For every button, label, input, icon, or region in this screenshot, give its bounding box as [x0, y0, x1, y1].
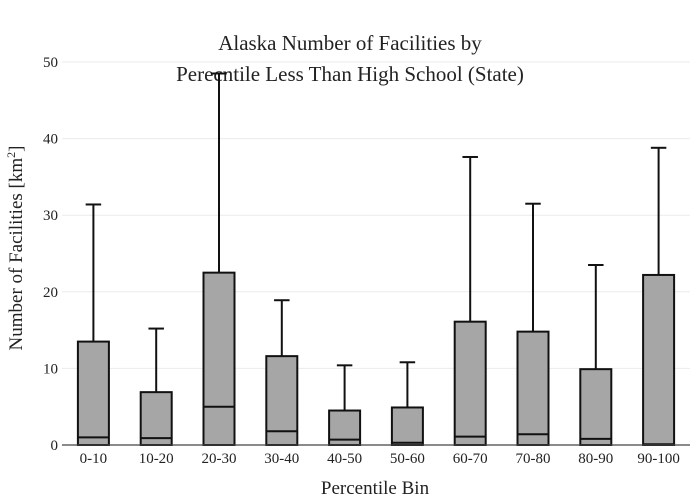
box-body: [516, 330, 550, 446]
y-axis-title-superscript: 2: [4, 152, 18, 158]
y-tick-label: 20: [43, 285, 58, 301]
box-body: [453, 320, 487, 447]
box-60-70: [453, 155, 487, 447]
y-tick-label: 50: [43, 55, 58, 71]
x-tick-label: 40-50: [327, 451, 362, 467]
box-80-90: [579, 263, 613, 446]
x-tick-label: 50-60: [390, 451, 425, 467]
y-axis-title-text: Number of Facilities [km: [6, 158, 27, 351]
boxes: [76, 72, 676, 447]
x-tick-label: 60-70: [453, 451, 488, 467]
box-body: [139, 391, 173, 446]
box-70-80: [516, 202, 550, 446]
box-50-60: [390, 361, 424, 447]
x-tick-label: 30-40: [264, 451, 299, 467]
box-body: [642, 273, 676, 446]
y-tick-label: 10: [43, 361, 58, 377]
box-20-30: [202, 72, 236, 446]
box-40-50: [328, 364, 362, 446]
box-body: [390, 406, 424, 447]
x-tick-label: 10-20: [139, 451, 174, 467]
box-body: [579, 368, 613, 446]
x-tick-label: 80-90: [578, 451, 613, 467]
chart-title: Alaska Number of Facilities by Perecntil…: [176, 31, 524, 86]
box-0-10: [76, 203, 110, 446]
x-axis-title: Percentile Bin: [321, 478, 430, 499]
x-tick-label: 90-100: [637, 451, 680, 467]
box-body: [202, 271, 236, 446]
x-axis-ticks: 0-10 10-20 20-30 30-40 40-50 50-60 60-70 70-80 8…: [80, 451, 680, 467]
y-tick-label: 0: [51, 438, 59, 454]
box-body: [76, 340, 110, 446]
y-axis-title-close: ]: [6, 146, 27, 152]
x-tick-label: 20-30: [202, 451, 237, 467]
chart-title-line-2: Perecntile Less Than High School (State): [176, 62, 524, 86]
y-axis-title: Number of Facilities [km2]: [4, 146, 27, 351]
chart-title-line-1: Alaska Number of Facilities by: [218, 31, 482, 55]
x-tick-label: 70-80: [516, 451, 551, 467]
box-90-100: [642, 146, 676, 446]
y-axis-ticks: 0 10 20 30 40 50: [43, 55, 58, 454]
x-tick-label: 0-10: [80, 451, 108, 467]
y-tick-label: 40: [43, 132, 58, 148]
y-tick-label: 30: [43, 208, 58, 224]
box-10-20: [139, 327, 173, 446]
box-30-40: [265, 299, 299, 447]
